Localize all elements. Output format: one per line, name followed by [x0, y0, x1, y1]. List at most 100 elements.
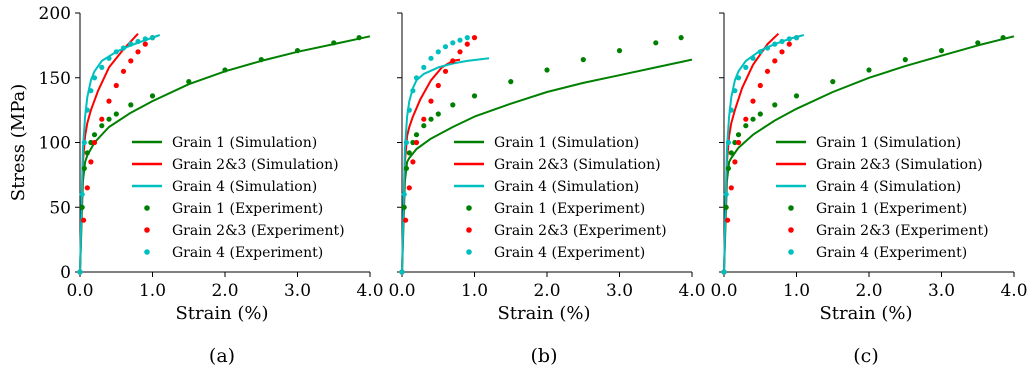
- legend-entry: Grain 2&3 (Experiment): [466, 223, 667, 239]
- legend-label: Grain 1 (Simulation): [816, 135, 961, 151]
- experiment-point: [91, 75, 98, 81]
- series-exp-5: [77, 35, 156, 275]
- experiment-point: [106, 98, 112, 104]
- experiment-point: [401, 191, 407, 197]
- experiment-point: [728, 150, 734, 156]
- experiment-point: [128, 41, 134, 47]
- experiment-point: [88, 88, 94, 94]
- experiment-point: [464, 35, 470, 41]
- experiment-point: [99, 64, 105, 70]
- x-tick-label: 2.0: [533, 281, 560, 301]
- legend-dot-swatch: [144, 227, 150, 233]
- experiment-point: [471, 35, 478, 41]
- experiment-point: [464, 41, 470, 47]
- experiment-point: [406, 107, 412, 113]
- experiment-point: [91, 139, 98, 146]
- legend-label: Grain 2&3 (Simulation): [494, 157, 661, 173]
- experiment-point: [580, 57, 586, 63]
- x-tick-label: 3.0: [606, 281, 633, 301]
- experiment-point: [721, 269, 727, 275]
- experiment-point: [750, 55, 756, 61]
- series-sim-0: [723, 35, 1015, 273]
- experiment-point: [793, 35, 800, 41]
- legend: Grain 1 (Simulation) Grain 2&3 (Simulatio…: [454, 135, 667, 261]
- experiment-point: [735, 75, 742, 81]
- experiment-point: [772, 102, 778, 108]
- experiment-point: [413, 139, 420, 146]
- series-exp-5: [399, 35, 470, 275]
- experiment-point: [678, 35, 684, 41]
- experiment-point: [421, 123, 427, 129]
- legend-label: Grain 1 (Experiment): [494, 201, 645, 217]
- x-tick-label: 1.0: [139, 281, 166, 301]
- experiment-point: [403, 217, 409, 223]
- experiment-point: [728, 185, 734, 191]
- experiment-point: [772, 41, 778, 47]
- legend-dot-swatch: [788, 205, 794, 211]
- experiment-point: [113, 49, 119, 55]
- experiment-point: [764, 68, 771, 74]
- x-axis-label: Strain (%): [175, 303, 268, 324]
- experiment-point: [413, 75, 420, 81]
- legend-entry: Grain 4 (Simulation): [454, 179, 639, 195]
- experiment-point: [428, 55, 434, 61]
- experiment-point: [757, 82, 763, 89]
- legend-dot-swatch: [788, 227, 794, 233]
- x-axis-label: Strain (%): [819, 303, 912, 324]
- series-exp-3: [77, 35, 362, 275]
- legend-dot-swatch: [466, 205, 472, 211]
- series-exp-4: [77, 35, 156, 275]
- series-sim-2: [723, 34, 805, 273]
- legend-entry: Grain 2&3 (Simulation): [776, 157, 983, 173]
- legend-entry: Grain 1 (Simulation): [454, 135, 639, 151]
- experiment-point: [186, 79, 192, 85]
- experiment-point: [120, 68, 127, 74]
- experiment-point: [866, 67, 872, 73]
- experiment-point: [450, 102, 456, 108]
- experiment-point: [725, 165, 732, 171]
- experiment-point: [732, 88, 738, 94]
- experiment-point: [106, 116, 112, 122]
- experiment-point: [732, 159, 738, 165]
- experiment-point: [442, 68, 449, 74]
- y-tick-label: 0: [60, 263, 71, 283]
- experiment-point: [222, 67, 228, 73]
- simulation-line: [401, 58, 693, 273]
- panel-caption: (b): [531, 345, 558, 367]
- experiment-point: [779, 49, 785, 55]
- legend-label: Grain 4 (Experiment): [172, 245, 323, 261]
- experiment-point: [135, 49, 141, 55]
- experiment-point: [735, 132, 742, 138]
- experiment-point: [938, 48, 945, 54]
- experiment-point: [128, 102, 134, 108]
- legend-label: Grain 4 (Simulation): [494, 179, 639, 195]
- legend-label: Grain 2&3 (Simulation): [172, 157, 339, 173]
- simulation-line: [79, 35, 371, 273]
- simulation-line: [723, 35, 1015, 273]
- experiment-point: [84, 150, 90, 156]
- experiment-point: [113, 111, 119, 117]
- experiment-point: [106, 55, 112, 61]
- experiment-point: [435, 49, 441, 55]
- y-tick-label: 200: [39, 4, 71, 24]
- legend-entry: Grain 4 (Experiment): [144, 245, 323, 261]
- experiment-point: [743, 64, 749, 70]
- legend-label: Grain 4 (Experiment): [816, 245, 967, 261]
- x-tick-label: 0.0: [388, 281, 415, 301]
- experiment-point: [81, 139, 87, 146]
- y-tick-label: 150: [39, 69, 71, 89]
- legend-dot-swatch: [144, 205, 150, 211]
- experiment-point: [79, 204, 85, 210]
- y-tick-label: 50: [49, 198, 71, 218]
- series-sim-2: [79, 34, 161, 273]
- experiment-point: [421, 64, 427, 70]
- experiment-point: [732, 139, 738, 146]
- experiment-point: [772, 58, 778, 64]
- experiment-point: [113, 82, 119, 89]
- experiment-point: [99, 116, 105, 122]
- experiment-point: [410, 88, 416, 94]
- experiment-point: [120, 45, 127, 51]
- experiment-point: [735, 139, 742, 146]
- legend-label: Grain 2&3 (Simulation): [816, 157, 983, 173]
